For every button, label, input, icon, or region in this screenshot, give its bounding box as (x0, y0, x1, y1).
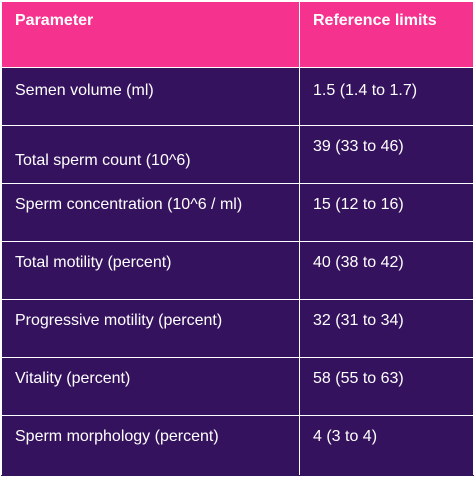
table-row: Vitality (percent) 58 (55 to 63) (1, 357, 474, 416)
table-row: Total sperm count (10^6) 39 (33 to 46) (1, 125, 474, 184)
table-row: Progressive motility (percent) 32 (31 to… (1, 299, 474, 358)
parameter-cell: Total motility (percent) (1, 241, 300, 300)
parameter-cell: Semen volume (ml) (1, 67, 300, 126)
reference-cell: 4 (3 to 4) (299, 415, 474, 476)
parameter-cell: Vitality (percent) (1, 357, 300, 416)
reference-cell: 58 (55 to 63) (299, 357, 474, 416)
table-row: Sperm concentration (10^6 / ml) 15 (12 t… (1, 183, 474, 242)
reference-cell: 1.5 (1.4 to 1.7) (299, 67, 474, 126)
table-row: Semen volume (ml) 1.5 (1.4 to 1.7) (1, 67, 474, 126)
table-row: Total motility (percent) 40 (38 to 42) (1, 241, 474, 300)
header-reference-limits: Reference limits (299, 1, 474, 68)
parameter-cell: Total sperm count (10^6) (1, 125, 300, 184)
header-row: Parameter Reference limits (1, 1, 474, 68)
reference-cell: 32 (31 to 34) (299, 299, 474, 358)
parameter-cell: Sperm morphology (percent) (1, 415, 300, 476)
parameter-cell: Progressive motility (percent) (1, 299, 300, 358)
table-row: Sperm morphology (percent) 4 (3 to 4) (1, 415, 474, 476)
reference-cell: 15 (12 to 16) (299, 183, 474, 242)
reference-cell: 39 (33 to 46) (299, 125, 474, 184)
header-parameter: Parameter (1, 1, 300, 68)
reference-cell: 40 (38 to 42) (299, 241, 474, 300)
parameter-cell: Sperm concentration (10^6 / ml) (1, 183, 300, 242)
